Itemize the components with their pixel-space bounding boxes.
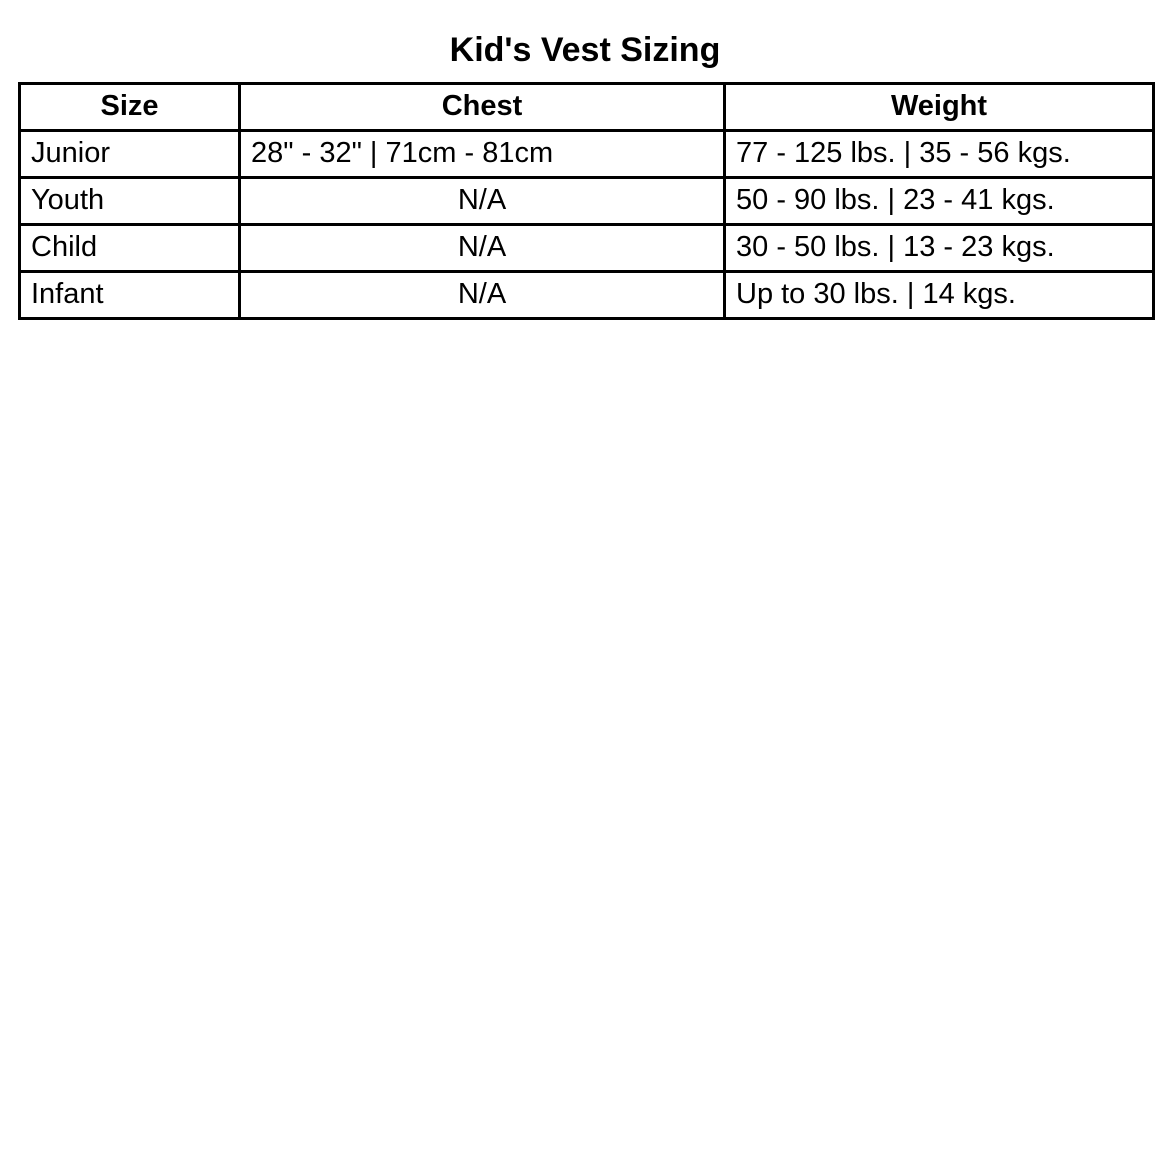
sizing-table: Size Chest Weight Junior 28" - 32" | 71c… <box>18 81 1155 320</box>
column-header-size: Size <box>18 81 241 132</box>
column-header-weight: Weight <box>723 81 1155 132</box>
size-cell: Youth <box>18 175 241 226</box>
table-row-infant: Infant N/A Up to 30 lbs. | 14 kgs. <box>18 269 1155 320</box>
chest-cell: 28" - 32" | 71cm - 81cm <box>238 128 726 179</box>
table-row-junior: Junior 28" - 32" | 71cm - 81cm 77 - 125 … <box>18 128 1155 179</box>
size-cell: Infant <box>18 269 241 320</box>
page-title: Kid's Vest Sizing <box>449 31 721 69</box>
column-header-chest: Chest <box>238 81 726 132</box>
weight-cell: 50 - 90 lbs. | 23 - 41 kgs. <box>723 175 1155 226</box>
table-row-youth: Youth N/A 50 - 90 lbs. | 23 - 41 kgs. <box>18 175 1155 226</box>
table-header-row: Size Chest Weight <box>18 81 1155 132</box>
weight-cell: 30 - 50 lbs. | 13 - 23 kgs. <box>723 222 1155 273</box>
chest-cell: N/A <box>238 175 726 226</box>
table-row-child: Child N/A 30 - 50 lbs. | 13 - 23 kgs. <box>18 222 1155 273</box>
size-cell: Child <box>18 222 241 273</box>
chest-cell: N/A <box>238 269 726 320</box>
weight-cell: Up to 30 lbs. | 14 kgs. <box>723 269 1155 320</box>
weight-cell: 77 - 125 lbs. | 35 - 56 kgs. <box>723 128 1155 179</box>
chest-cell: N/A <box>238 222 726 273</box>
size-cell: Junior <box>18 128 241 179</box>
